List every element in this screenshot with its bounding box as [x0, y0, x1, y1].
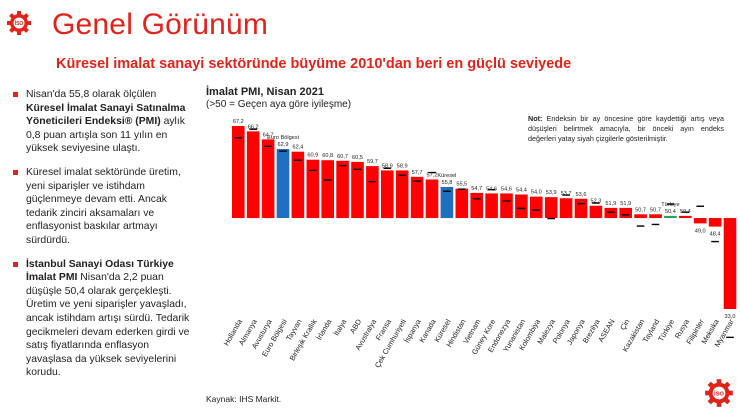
value-label-10: 58,9	[382, 163, 393, 169]
bar-12	[410, 176, 424, 219]
source-note: Kaynak: IHS Markit.	[206, 394, 282, 404]
bar-33	[723, 218, 737, 309]
bar-29	[664, 215, 677, 219]
bullet-2-pre: Küresel imalat sektöründe üretim, yeni s…	[26, 166, 181, 246]
bar-2	[261, 139, 275, 219]
value-label-27: 50,7	[635, 207, 646, 213]
bar-6	[321, 160, 334, 219]
bar-21	[544, 197, 558, 219]
bar-17	[485, 193, 498, 219]
value-label-4: 62,4	[292, 145, 303, 151]
chart-title: İmalat PMI, Nisan 2021	[206, 86, 324, 98]
bar-3	[276, 149, 290, 219]
value-label-22: 53,7	[561, 191, 572, 197]
value-label-33: 33,0	[725, 314, 736, 320]
category-label-6: İrlanda	[314, 317, 334, 342]
page-title: Genel Görünüm	[52, 8, 269, 41]
bar-18	[500, 193, 513, 219]
value-label-28: 50,7	[650, 207, 661, 213]
bar-28	[649, 214, 662, 219]
bar-27	[634, 214, 647, 219]
bar-7	[336, 160, 349, 219]
bullet-list: Nisan'da 55,8 olarak ölçülen Küresel İma…	[12, 88, 192, 390]
highlight-label-3: Euro Bölgesi	[267, 135, 299, 141]
category-label-7: İtalya	[332, 317, 349, 338]
value-label-15: 55,5	[456, 182, 467, 188]
value-label-8: 60,5	[352, 155, 363, 161]
value-label-3: 62,9	[278, 142, 289, 148]
value-label-29: 50,4	[665, 209, 676, 215]
value-label-20: 54,0	[531, 190, 542, 196]
bullet-1-pre: Nisan'da 55,8 olarak ölçülen	[26, 89, 157, 100]
bar-25	[604, 207, 618, 219]
value-label-30: 50,4	[680, 209, 691, 215]
bar-8	[351, 161, 364, 219]
highlight-label-29: Türkiye	[661, 202, 679, 208]
value-label-17: 54,6	[486, 186, 497, 192]
logo-text-bottom: İSO	[714, 390, 724, 397]
bar-0	[232, 126, 245, 219]
bar-16	[470, 192, 483, 219]
value-label-0: 67,2	[233, 119, 244, 125]
bar-22	[559, 198, 573, 219]
bar-31	[693, 218, 707, 224]
value-label-1: 66,2	[248, 124, 259, 130]
value-label-5: 60,9	[307, 153, 318, 159]
value-label-21: 53,9	[546, 190, 557, 196]
value-label-12: 57,7	[412, 170, 423, 176]
bar-14	[440, 187, 454, 219]
bullet-item-1: Nisan'da 55,8 olarak ölçülen Küresel İma…	[12, 88, 192, 156]
value-label-25: 51,9	[605, 201, 616, 207]
bar-13	[425, 179, 439, 219]
note-text: Endeksin bir ay öncesine göre kaydettiği…	[528, 114, 724, 143]
value-label-7: 60,7	[337, 154, 348, 160]
bar-15	[455, 188, 469, 219]
value-label-19: 54,4	[516, 187, 527, 193]
bar-9	[366, 166, 379, 219]
iso-logo-top: İSO	[7, 11, 31, 35]
chart-note: Not: Endeksin bir ay öncesine göre kayde…	[528, 114, 724, 144]
bar-20	[530, 196, 543, 219]
value-label-6: 60,8	[322, 153, 333, 159]
category-label-26: Çin	[618, 318, 631, 332]
bar-11	[395, 170, 409, 219]
chart-subtitle: (>50 = Geçen aya göre iyileşme)	[206, 99, 352, 110]
bar-26	[619, 207, 632, 219]
bullet-3-bold: İstanbul Sanayi Odası Türkiye İmalat PMI	[26, 258, 174, 284]
value-label-23: 53,6	[576, 192, 587, 198]
bullet-item-3: İstanbul Sanayi Odası Türkiye İmalat PMI…	[12, 258, 192, 380]
value-label-24: 52,3	[590, 199, 601, 205]
value-label-2: 64,7	[263, 132, 274, 138]
bullet-1-post: aylık 0,8 puan artışla son 11 yılın en y…	[26, 116, 185, 155]
value-label-18: 54,6	[501, 186, 512, 192]
value-label-32: 48,4	[710, 232, 721, 238]
note-label: Not:	[528, 114, 543, 123]
logo-text-top: İSO	[15, 20, 24, 27]
bullet-item-2: Küresel imalat sektöründe üretim, yeni s…	[12, 166, 192, 248]
bar-19	[515, 194, 528, 219]
value-label-16: 54,7	[471, 186, 482, 192]
bar-4	[291, 151, 305, 219]
page-subtitle: Küresel imalat sanayi sektöründe büyüme …	[56, 56, 572, 72]
iso-logo-bottom: İSO	[705, 379, 733, 407]
value-label-9: 59,7	[367, 159, 378, 165]
bar-23	[574, 198, 588, 219]
value-label-26: 51,9	[620, 201, 631, 207]
bar-5	[306, 159, 320, 219]
bar-30	[679, 215, 692, 219]
value-label-14: 55,8	[441, 180, 452, 186]
value-label-13: 57,2	[427, 173, 438, 179]
highlight-label-14: Küresel	[437, 173, 456, 179]
bar-32	[708, 218, 722, 227]
bullet-3-post: Nisan'da 2,2 puan düşüşle 50,4 olarak ge…	[26, 272, 190, 379]
bar-10	[381, 170, 394, 219]
value-label-31: 49,0	[695, 228, 706, 234]
value-label-11: 58,9	[397, 163, 408, 169]
bullet-1-bold: Küresel İmalat Sanayi Satınalma Yönetici…	[26, 102, 186, 128]
bar-1	[246, 131, 260, 219]
bar-24	[589, 205, 603, 219]
